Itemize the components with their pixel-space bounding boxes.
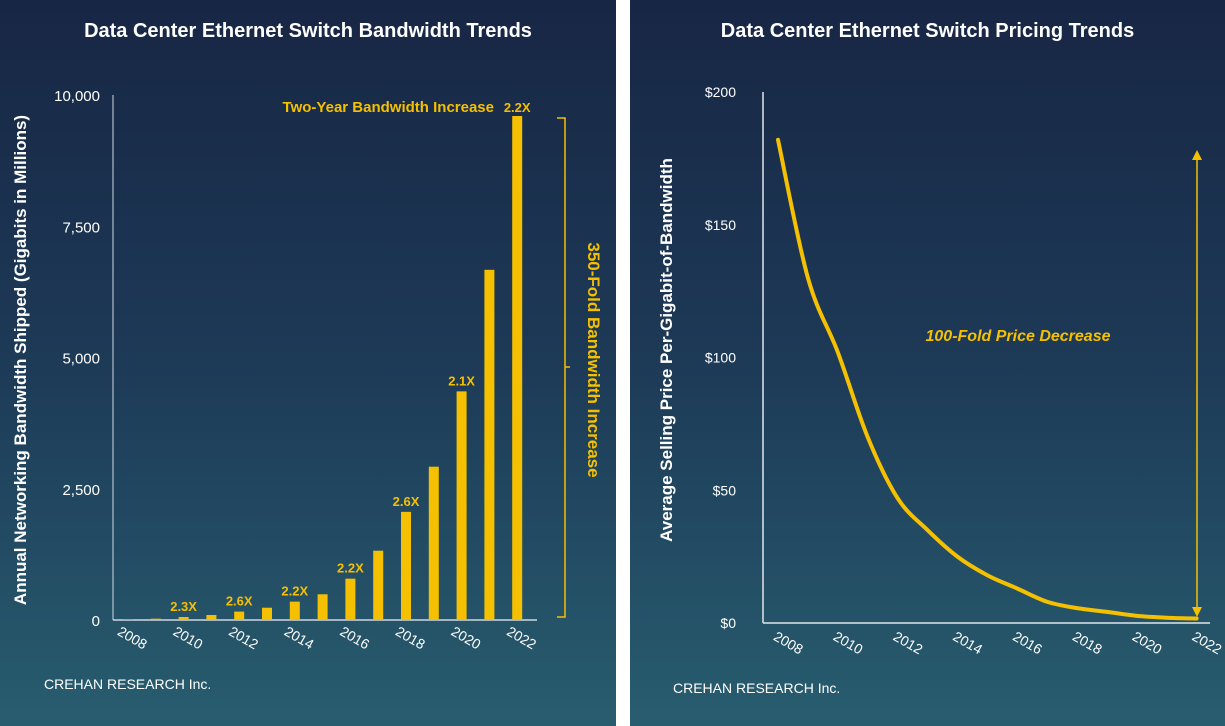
bar-2012 — [234, 611, 245, 620]
bar-2022 — [512, 116, 523, 620]
y-tick-label: 10,000 — [54, 88, 100, 105]
bar-2015 — [317, 594, 328, 620]
bar-label: 2.2X — [504, 100, 531, 115]
x-tick-label: 2008 — [771, 628, 806, 658]
pricing-chart-panel: Data Center Ethernet Switch Pricing Tren… — [630, 0, 1225, 726]
arrow-head-down — [1192, 607, 1202, 617]
bar-2013 — [262, 607, 272, 620]
y-tick-label: $50 — [713, 482, 737, 498]
bar-2017 — [373, 550, 384, 620]
x-tick-label: 2016 — [1010, 628, 1045, 658]
y-tick-label: $150 — [705, 217, 736, 233]
bar-label: 2.2X — [337, 561, 364, 576]
credit-text: CREHAN RESEARCH Inc. — [673, 680, 841, 696]
chart-title: Data Center Ethernet Switch Bandwidth Tr… — [84, 20, 532, 42]
x-tick-label: 2020 — [1130, 628, 1165, 658]
x-tick-label: 2010 — [831, 628, 866, 658]
bar-2021 — [484, 269, 495, 620]
bar-2010 — [178, 617, 189, 620]
x-tick-label: 2018 — [1070, 628, 1105, 658]
bar-2019 — [428, 466, 439, 620]
annotation-two-year: Two-Year Bandwidth Increase — [283, 99, 494, 116]
bar-label: 2.3X — [170, 599, 197, 614]
bandwidth-chart-panel: Data Center Ethernet Switch Bandwidth Tr… — [0, 0, 616, 726]
bar-label: 2.2X — [281, 584, 308, 599]
price-line — [776, 137, 1199, 621]
x-tick-label: 2022 — [504, 623, 539, 653]
bar-2018 — [401, 511, 411, 620]
x-tick-label: 2014 — [950, 628, 985, 658]
annotation-350-fold: 350-Fold Bandwidth Increase — [584, 242, 603, 477]
x-tick-label: 2018 — [393, 623, 428, 653]
x-tick-label: 2020 — [449, 623, 484, 653]
y-tick-label: 0 — [92, 613, 100, 630]
annotation-100-fold: 100-Fold Price Decrease — [926, 328, 1111, 345]
bar-label: 2.6X — [226, 594, 253, 609]
x-tick-label: 2014 — [282, 623, 317, 653]
x-tick-label: 2012 — [891, 628, 926, 658]
credit-text: CREHAN RESEARCH Inc. — [44, 676, 212, 692]
x-tick-label: 2016 — [337, 623, 372, 653]
bandwidth-bar-chart: 0 2,500 5,000 7,500 10,000 2.3X 2.6X 2.2X 2.2X 2.… — [11, 88, 603, 653]
chart-title: Data Center Ethernet Switch Pricing Tren… — [720, 20, 1135, 42]
x-tick-label: 2008 — [115, 623, 150, 653]
y-axis-label: Average Selling Price Per-Gigabit-of-Ban… — [657, 158, 676, 542]
bar-label: 2.6X — [393, 494, 420, 509]
bar-2008 — [123, 619, 133, 620]
bar-2009 — [150, 618, 161, 620]
y-tick-label: 5,000 — [62, 351, 100, 368]
arrow-head-up — [1192, 150, 1202, 160]
y-tick-label: 7,500 — [62, 219, 100, 236]
bar-2016 — [345, 578, 356, 620]
y-tick-label: $0 — [720, 615, 736, 631]
y-tick-label: $100 — [705, 350, 736, 366]
pricing-line-chart: $0 $50 $100 $150 $200 2008 2010 2012 2014 2016 201… — [657, 84, 1225, 658]
y-tick-label: $200 — [705, 84, 736, 100]
bar-label: 2.1X — [448, 373, 475, 388]
brace — [557, 117, 570, 618]
bar-2020 — [456, 391, 467, 620]
bar-2014 — [289, 601, 300, 620]
bar-2011 — [206, 615, 217, 620]
x-tick-label: 2022 — [1190, 628, 1225, 658]
y-tick-label: 2,500 — [62, 482, 100, 499]
x-tick-label: 2010 — [171, 623, 206, 653]
x-tick-label: 2012 — [226, 623, 261, 653]
y-axis-label: Annual Networking Bandwidth Shipped (Gig… — [11, 115, 30, 605]
